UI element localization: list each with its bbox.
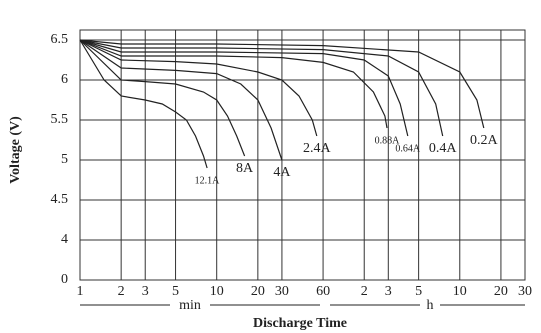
x-unit: min [179, 298, 201, 313]
discharge-curve [79, 39, 409, 137]
x-tick-label: 30 [275, 284, 289, 299]
series-label: 4A [273, 165, 291, 180]
x-unit: h [427, 298, 434, 313]
y-axis-label: Voltage (V) [8, 116, 23, 184]
y-tick-label: 0 [61, 272, 68, 287]
x-tick-label: 10 [453, 284, 467, 299]
x-tick-label: 3 [142, 284, 149, 299]
series-label: 0.4A [429, 141, 458, 156]
discharge-curve [79, 39, 444, 137]
x-tick-label: 20 [494, 284, 508, 299]
discharge-curve [79, 39, 485, 129]
y-tick-label: 4 [61, 232, 68, 247]
y-tick-label: 5.5 [51, 112, 69, 127]
x-tick-label: 5 [172, 284, 179, 299]
series-label: 12.1A [195, 175, 221, 186]
x-tick-label: 1 [77, 284, 84, 299]
x-tick-label: 60 [316, 284, 330, 299]
x-tick-label: 2 [118, 284, 125, 299]
plot-frame [79, 29, 526, 281]
discharge-curve [79, 39, 208, 169]
series-label: 8A [236, 161, 254, 176]
x-tick-label: 30 [518, 284, 532, 299]
x-tick-label: 3 [385, 284, 392, 299]
x-tick-label: 2 [361, 284, 368, 299]
series-label: 0.64A [395, 143, 421, 154]
discharge-curve [79, 39, 246, 157]
x-tick-label: 20 [251, 284, 265, 299]
y-tick-label: 6.5 [51, 32, 69, 47]
series-label: 0.88A [375, 135, 401, 146]
discharge-curve [79, 39, 388, 129]
y-tick-label: 4.5 [51, 192, 69, 207]
discharge-curve [79, 39, 318, 137]
y-tick-label: 5 [61, 152, 68, 167]
series-label: 0.2A [470, 133, 499, 148]
x-axis-label: Discharge Time [253, 316, 347, 331]
y-tick-label: 6 [61, 72, 68, 87]
series-label: 2.4A [303, 141, 332, 156]
discharge-curve [79, 39, 283, 161]
x-tick-label: 5 [415, 284, 422, 299]
x-tick-label: 10 [210, 284, 224, 299]
